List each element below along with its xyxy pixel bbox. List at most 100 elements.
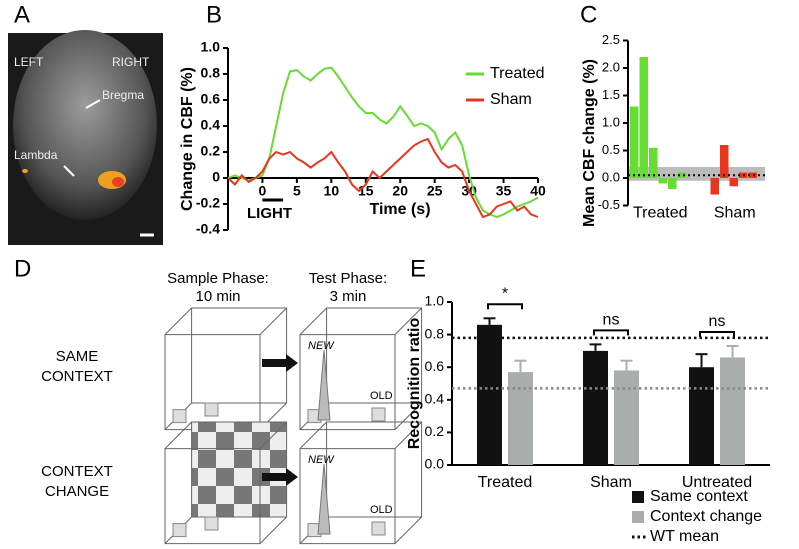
row-label: SAME	[56, 348, 99, 365]
bar	[748, 172, 757, 178]
bar	[649, 147, 658, 178]
y-tick-label: 0.6	[425, 358, 445, 374]
new-label: NEW	[308, 454, 335, 466]
legend-swatch	[632, 491, 644, 503]
bar	[508, 372, 533, 465]
bar	[614, 370, 639, 465]
label: Lambda	[14, 148, 58, 162]
y-tick-label: 0.4	[201, 117, 221, 133]
significance-bracket	[487, 303, 523, 310]
series-line	[227, 137, 539, 219]
y-axis-label: Change in CBF (%)	[179, 67, 196, 211]
y-tick-label: -0.5	[598, 197, 620, 212]
arrow	[63, 165, 75, 177]
cube	[164, 421, 288, 545]
x-tick-label: 15	[358, 183, 374, 199]
group-label: Sham	[714, 205, 756, 222]
y-tick-label: 0.2	[425, 423, 445, 439]
x-tick-label: Sham	[590, 474, 632, 491]
phase-label: Test Phase:	[309, 270, 387, 287]
series-line	[227, 66, 539, 219]
object	[172, 523, 187, 538]
object	[371, 407, 386, 422]
arrow	[262, 468, 298, 486]
brain	[13, 30, 157, 220]
arrow	[85, 99, 101, 109]
y-tick-label: 1.0	[425, 293, 445, 309]
significance-label: ns	[709, 313, 726, 330]
phase-label: 10 min	[195, 288, 240, 305]
bar	[668, 178, 677, 189]
legend-label: Same context	[650, 488, 748, 505]
y-tick-label: 2.0	[602, 59, 620, 74]
y-axis-label: Mean CBF change (%)	[581, 59, 598, 227]
object	[317, 349, 331, 421]
cube	[299, 307, 423, 431]
row-label: CHANGE	[45, 483, 109, 500]
new-label: NEW	[308, 340, 335, 352]
row-label: CONTEXT	[41, 368, 113, 385]
y-tick-label: 1.0	[201, 39, 221, 55]
x-tick-label: 20	[392, 183, 408, 199]
y-tick-label: 0.6	[201, 91, 221, 107]
y-tick-label: -0.4	[196, 221, 220, 237]
bar	[583, 350, 608, 465]
y-tick-label: 0.0	[425, 456, 445, 472]
object	[204, 402, 219, 417]
significance-label: *	[502, 286, 508, 303]
y-tick-label: 0.8	[425, 325, 445, 341]
y-tick-label: 0	[212, 169, 220, 185]
y-tick-label: 1.5	[602, 87, 620, 102]
bar	[677, 172, 686, 178]
significance-bracket	[699, 331, 735, 338]
object	[371, 521, 386, 536]
bar	[630, 106, 639, 178]
x-tick-label: 25	[427, 183, 443, 199]
cube	[299, 421, 423, 545]
label: LEFT	[14, 55, 44, 69]
y-tick-label: 0.4	[425, 391, 445, 407]
panel-label: C	[580, 1, 597, 28]
signal	[112, 177, 124, 187]
signal	[22, 169, 28, 173]
old-label: OLD	[370, 504, 393, 516]
x-tick-label: 40	[530, 183, 546, 199]
x-axis-label: Time (s)	[369, 201, 430, 218]
bar	[689, 367, 714, 465]
x-tick-label: Untreated	[682, 474, 752, 491]
object	[172, 409, 187, 424]
bar	[720, 145, 729, 178]
phase-label: 3 min	[330, 288, 367, 305]
y-tick-label: 0.0	[602, 169, 620, 184]
y-tick-label: 2.5	[602, 32, 620, 47]
row-label: CONTEXT	[41, 463, 113, 480]
x-tick-label: Treated	[478, 474, 533, 491]
group-label: Treated	[633, 205, 688, 222]
legend-swatch	[632, 511, 644, 523]
y-axis-label: Recognition ratio	[406, 318, 423, 450]
object	[317, 463, 331, 535]
panel-label: B	[206, 1, 222, 28]
x-tick-label: 5	[293, 183, 301, 199]
x-tick-label: 0	[259, 183, 267, 199]
significance-bracket	[593, 329, 629, 336]
object	[204, 516, 219, 531]
bar	[639, 57, 648, 178]
label: RIGHT	[112, 55, 150, 69]
legend-label: Context change	[650, 508, 762, 525]
legend-label: Sham	[490, 91, 532, 108]
y-tick-label: -0.2	[196, 195, 220, 211]
y-tick-label: 0.5	[602, 142, 620, 157]
panel-label: E	[410, 255, 426, 282]
bar	[710, 178, 719, 195]
significance-label: ns	[603, 312, 620, 329]
panel-label: D	[14, 255, 31, 282]
phase-label: Sample Phase:	[167, 270, 269, 287]
label: Bregma	[102, 88, 144, 102]
legend-label: WT mean	[650, 528, 719, 545]
y-tick-label: 1.0	[602, 114, 620, 129]
bar	[729, 178, 738, 187]
y-tick-label: 0.2	[201, 143, 221, 159]
bar	[658, 178, 667, 184]
